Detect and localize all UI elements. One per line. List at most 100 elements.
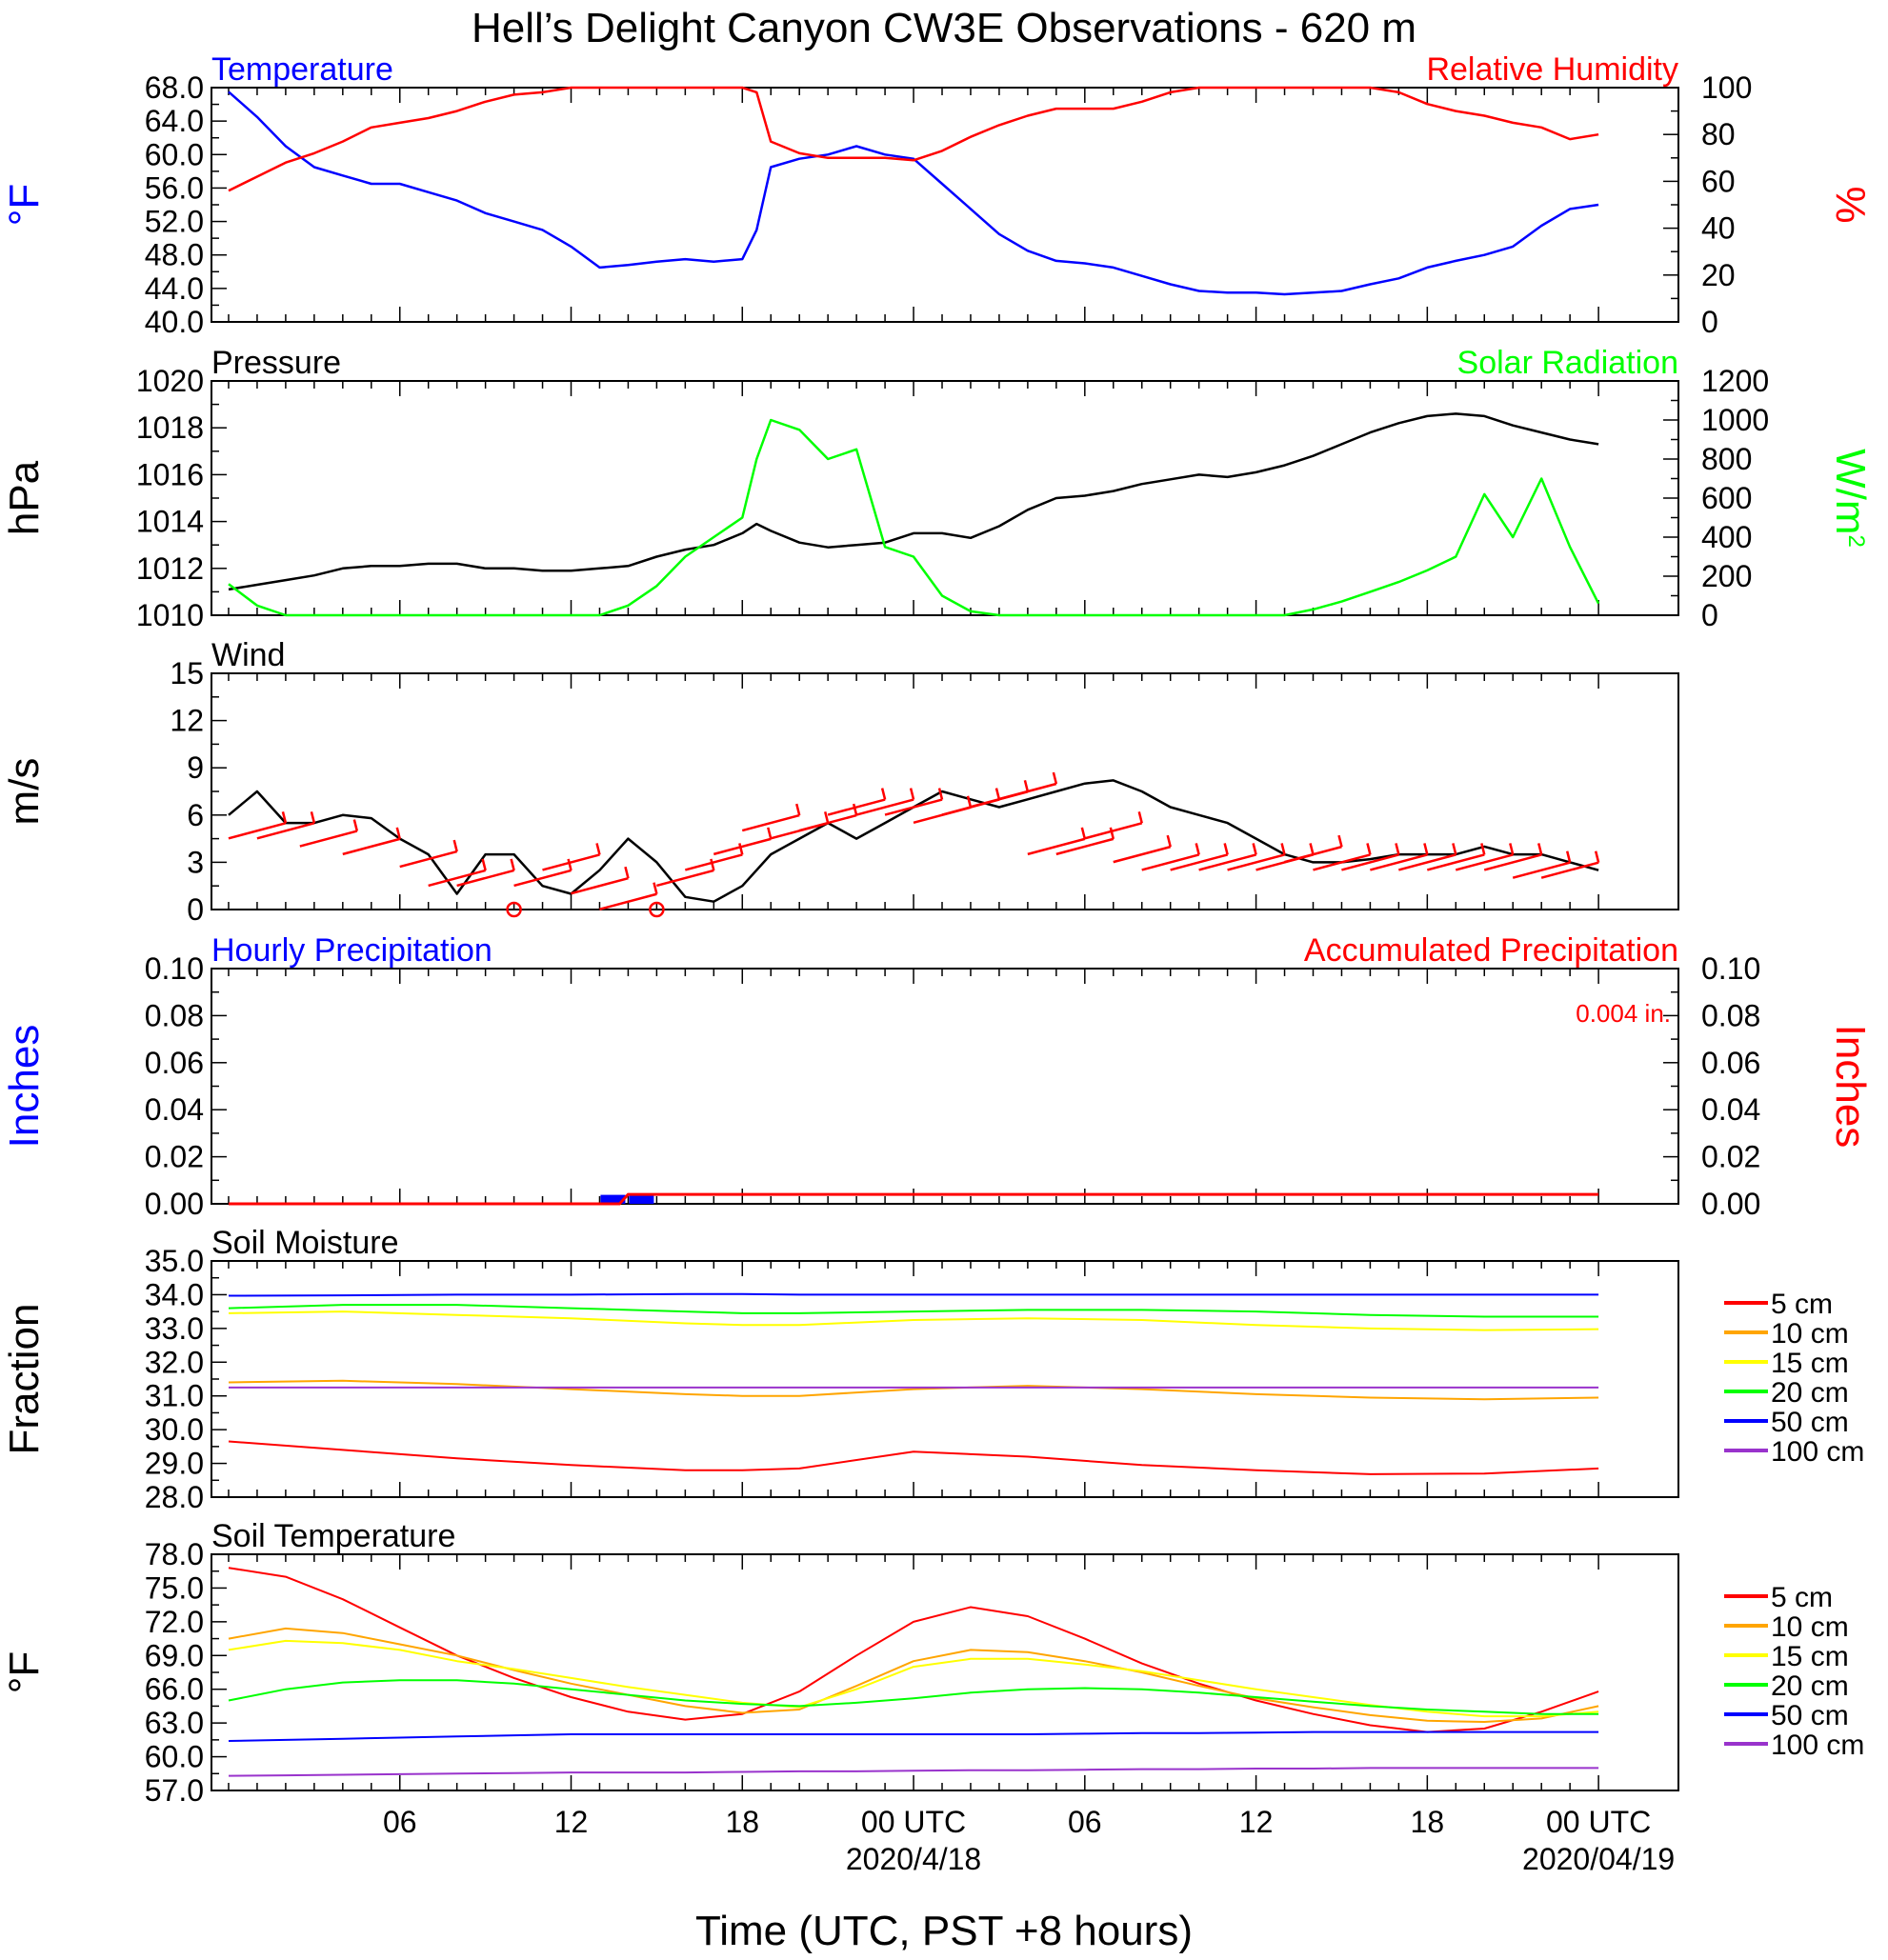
plot-frame [211, 1260, 1679, 1498]
axis-title-superscript: 2 [1844, 535, 1870, 548]
legend-label: 15 cm [1771, 1348, 1849, 1379]
wind-barb [1055, 837, 1115, 856]
panel-pressure-solar: Pressure Solar Radiation 1020 1018 1016 1014 1… [1, 345, 1874, 632]
wind-barb [827, 798, 886, 816]
wind-barb-feather [1137, 811, 1143, 824]
accumulated-precip-line [229, 1192, 1599, 1206]
y-right-label: 60 [1701, 164, 1736, 198]
series-line-20-cm [228, 1304, 1599, 1318]
x-tick-label: 18 [725, 1805, 759, 1839]
y-right-label: 400 [1701, 520, 1752, 554]
y-left-label: 31.0 [145, 1379, 204, 1413]
y-left-label: 15 [170, 656, 204, 690]
y-right-label: 0 [1701, 598, 1718, 632]
wind-barb [798, 813, 857, 832]
panel-title-right: Accumulated Precipitation [1304, 932, 1678, 969]
x-tick-label: 12 [1239, 1805, 1274, 1839]
y-left-label: 33.0 [145, 1311, 204, 1346]
x-date-label: 2020/04/19 [1522, 1842, 1675, 1876]
legend-label: 10 cm [1771, 1611, 1849, 1643]
panel-precipitation: Hourly Precipitation Accumulated Precipit… [1, 932, 1874, 1221]
y-right-label: 1200 [1701, 364, 1769, 398]
wind-barb [1370, 853, 1428, 871]
wind-barb [684, 853, 743, 871]
wind-barb-feather [1223, 843, 1229, 855]
y-left-label: 1018 [136, 410, 204, 445]
legend-label: 10 cm [1771, 1318, 1849, 1350]
x-tick-label: 00 UTC [861, 1805, 966, 1839]
calm-wind-marker [649, 901, 665, 918]
wind-barb-feather [653, 882, 658, 895]
y-left-label: 0.10 [145, 951, 204, 986]
wind-barb [456, 869, 514, 888]
wind-barb [713, 837, 772, 856]
y-left-label: 34.0 [145, 1277, 204, 1311]
wind-barb [599, 892, 657, 910]
left-axis-title: m/s [1, 758, 48, 826]
wind-barb [542, 853, 600, 871]
y-left-label: 1020 [136, 364, 204, 398]
wind-barb [1227, 853, 1285, 871]
wind-barb-feather [1423, 843, 1429, 855]
wind-barb-feather [738, 843, 744, 855]
wind-barb [1483, 853, 1542, 871]
y-right-label: 0.06 [1701, 1046, 1760, 1080]
y-right-label: 20 [1701, 258, 1736, 292]
wind-barb-feather [767, 827, 773, 840]
wind-barb-feather [1309, 843, 1315, 855]
y-left-label: 32.0 [145, 1345, 204, 1379]
legend-label: 20 cm [1771, 1670, 1849, 1702]
y-left-label: 9 [187, 750, 204, 785]
wind-barb-feather [281, 811, 288, 824]
y-left-label: 1012 [136, 551, 204, 586]
series-line-10-cm [228, 1379, 1599, 1401]
wind-barb-feather [352, 819, 359, 831]
wind-barb-feather [452, 839, 458, 852]
y-left-label: 57.0 [145, 1773, 204, 1808]
wind-barb-feather [1023, 779, 1030, 792]
wind-barb-feather [880, 788, 887, 800]
y-left-label: 78.0 [145, 1537, 204, 1571]
wind-barb-feather [310, 811, 316, 824]
y-left-label: 64.0 [145, 104, 204, 138]
wind-barb [1113, 845, 1172, 864]
y-left-label: 29.0 [145, 1447, 204, 1481]
y-left-label: 35.0 [145, 1244, 204, 1278]
wind-barb-feather [937, 788, 944, 800]
wind-barb [1512, 861, 1571, 879]
figure-title: Hell’s Delight Canyon CW3E Observations … [472, 5, 1416, 51]
y-right-label: 600 [1701, 481, 1752, 515]
right-axis-title: W/m2 [1827, 449, 1874, 548]
y-left-label: 28.0 [145, 1480, 204, 1514]
wind-barb [1341, 853, 1399, 871]
y-left-label: 44.0 [145, 271, 204, 306]
x-tick-label: 18 [1411, 1805, 1445, 1839]
wind-barb-feather [624, 866, 630, 879]
y-right-label: 0.00 [1701, 1187, 1760, 1221]
legend-label: 100 cm [1771, 1730, 1864, 1761]
wind-barb [1141, 853, 1200, 871]
plot-frame [211, 380, 1679, 616]
y-right-label: 1000 [1701, 403, 1769, 437]
hourly-precip-bar [600, 1194, 626, 1204]
accumulated-total-label: 0.004 in. [1576, 999, 1671, 1028]
wind-barb [299, 830, 358, 848]
wind-barb [884, 798, 943, 816]
series-line-10-cm [228, 1627, 1599, 1723]
wind-barb-feather [710, 858, 715, 871]
y-left-label: 12 [170, 704, 204, 738]
wind-barb [256, 822, 315, 840]
wind-barb [1027, 837, 1086, 856]
y-left-label: 0.02 [145, 1140, 204, 1174]
wind-barb [1313, 853, 1371, 871]
wind-barb-feather [510, 858, 515, 871]
series-line-solar-radiation [228, 418, 1600, 617]
y-right-label: 100 [1701, 70, 1752, 105]
wind-barb-feather [966, 795, 973, 809]
legend-label: 20 cm [1771, 1377, 1849, 1409]
series-line-50-cm [228, 1292, 1599, 1297]
wind-barb-feather [1052, 771, 1058, 785]
x-date-label: 2020/4/18 [846, 1842, 981, 1876]
